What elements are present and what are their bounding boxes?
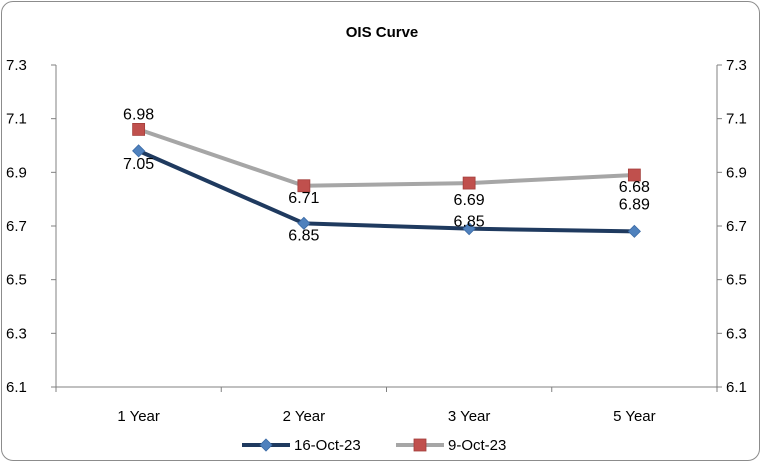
data-label-9-oct-23: 6.71 — [288, 190, 319, 207]
series-line-9-oct-23 — [137, 127, 635, 188]
data-point-9-oct-23 — [132, 123, 146, 136]
x-tick-label: 2 Year — [283, 408, 326, 425]
legend-marker-9-oct-23 — [413, 438, 427, 452]
data-label-9-oct-23: 6.68 — [619, 179, 650, 196]
data-label-16-oct-23: 7.05 — [123, 156, 154, 173]
y-tick-label-right: 6.5 — [726, 272, 747, 289]
x-tick-label: 1 Year — [117, 408, 160, 425]
y-tick-label-right: 6.3 — [726, 325, 747, 342]
y-tick-label-right: 7.1 — [726, 111, 747, 128]
data-point-16-oct-23 — [627, 224, 641, 238]
data-label-9-oct-23: 6.69 — [454, 192, 485, 209]
y-tick-label-left: 7.3 — [6, 57, 27, 74]
data-label-16-oct-23: 6.89 — [619, 196, 650, 213]
legend-label-9-oct-23: 9-Oct-23 — [448, 437, 506, 454]
data-point-16-oct-23 — [132, 144, 146, 158]
data-point-9-oct-23 — [462, 176, 476, 190]
y-tick-label-right: 6.9 — [726, 164, 747, 181]
legend-label-16-oct-23: 16-Oct-23 — [294, 437, 361, 454]
series-line-16-oct-23 — [137, 149, 635, 234]
y-tick-label-left: 6.9 — [6, 164, 27, 181]
y-tick-label-right: 7.3 — [726, 57, 747, 74]
data-label-16-oct-23: 6.85 — [288, 227, 319, 244]
y-tick-label-left: 6.1 — [6, 379, 27, 396]
data-label-9-oct-23: 6.98 — [123, 106, 154, 123]
data-point-9-oct-23 — [297, 179, 311, 193]
y-tick-label-left: 7.1 — [6, 111, 27, 128]
y-tick-label-left: 6.3 — [6, 325, 27, 342]
legend-marker-16-oct-23 — [259, 438, 273, 452]
x-tick-label: 5 Year — [613, 408, 656, 425]
data-point-9-oct-23 — [627, 168, 641, 182]
chart-title: OIS Curve — [346, 24, 419, 41]
y-tick-label-left: 6.7 — [6, 218, 27, 235]
data-point-16-oct-23 — [462, 222, 476, 236]
y-tick-label-right: 6.1 — [726, 379, 747, 396]
x-tick-label: 3 Year — [448, 408, 491, 425]
y-tick-label-right: 6.7 — [726, 218, 747, 235]
y-tick-label-left: 6.5 — [6, 272, 27, 289]
data-point-16-oct-23 — [297, 216, 311, 230]
data-label-16-oct-23: 6.85 — [454, 214, 485, 231]
